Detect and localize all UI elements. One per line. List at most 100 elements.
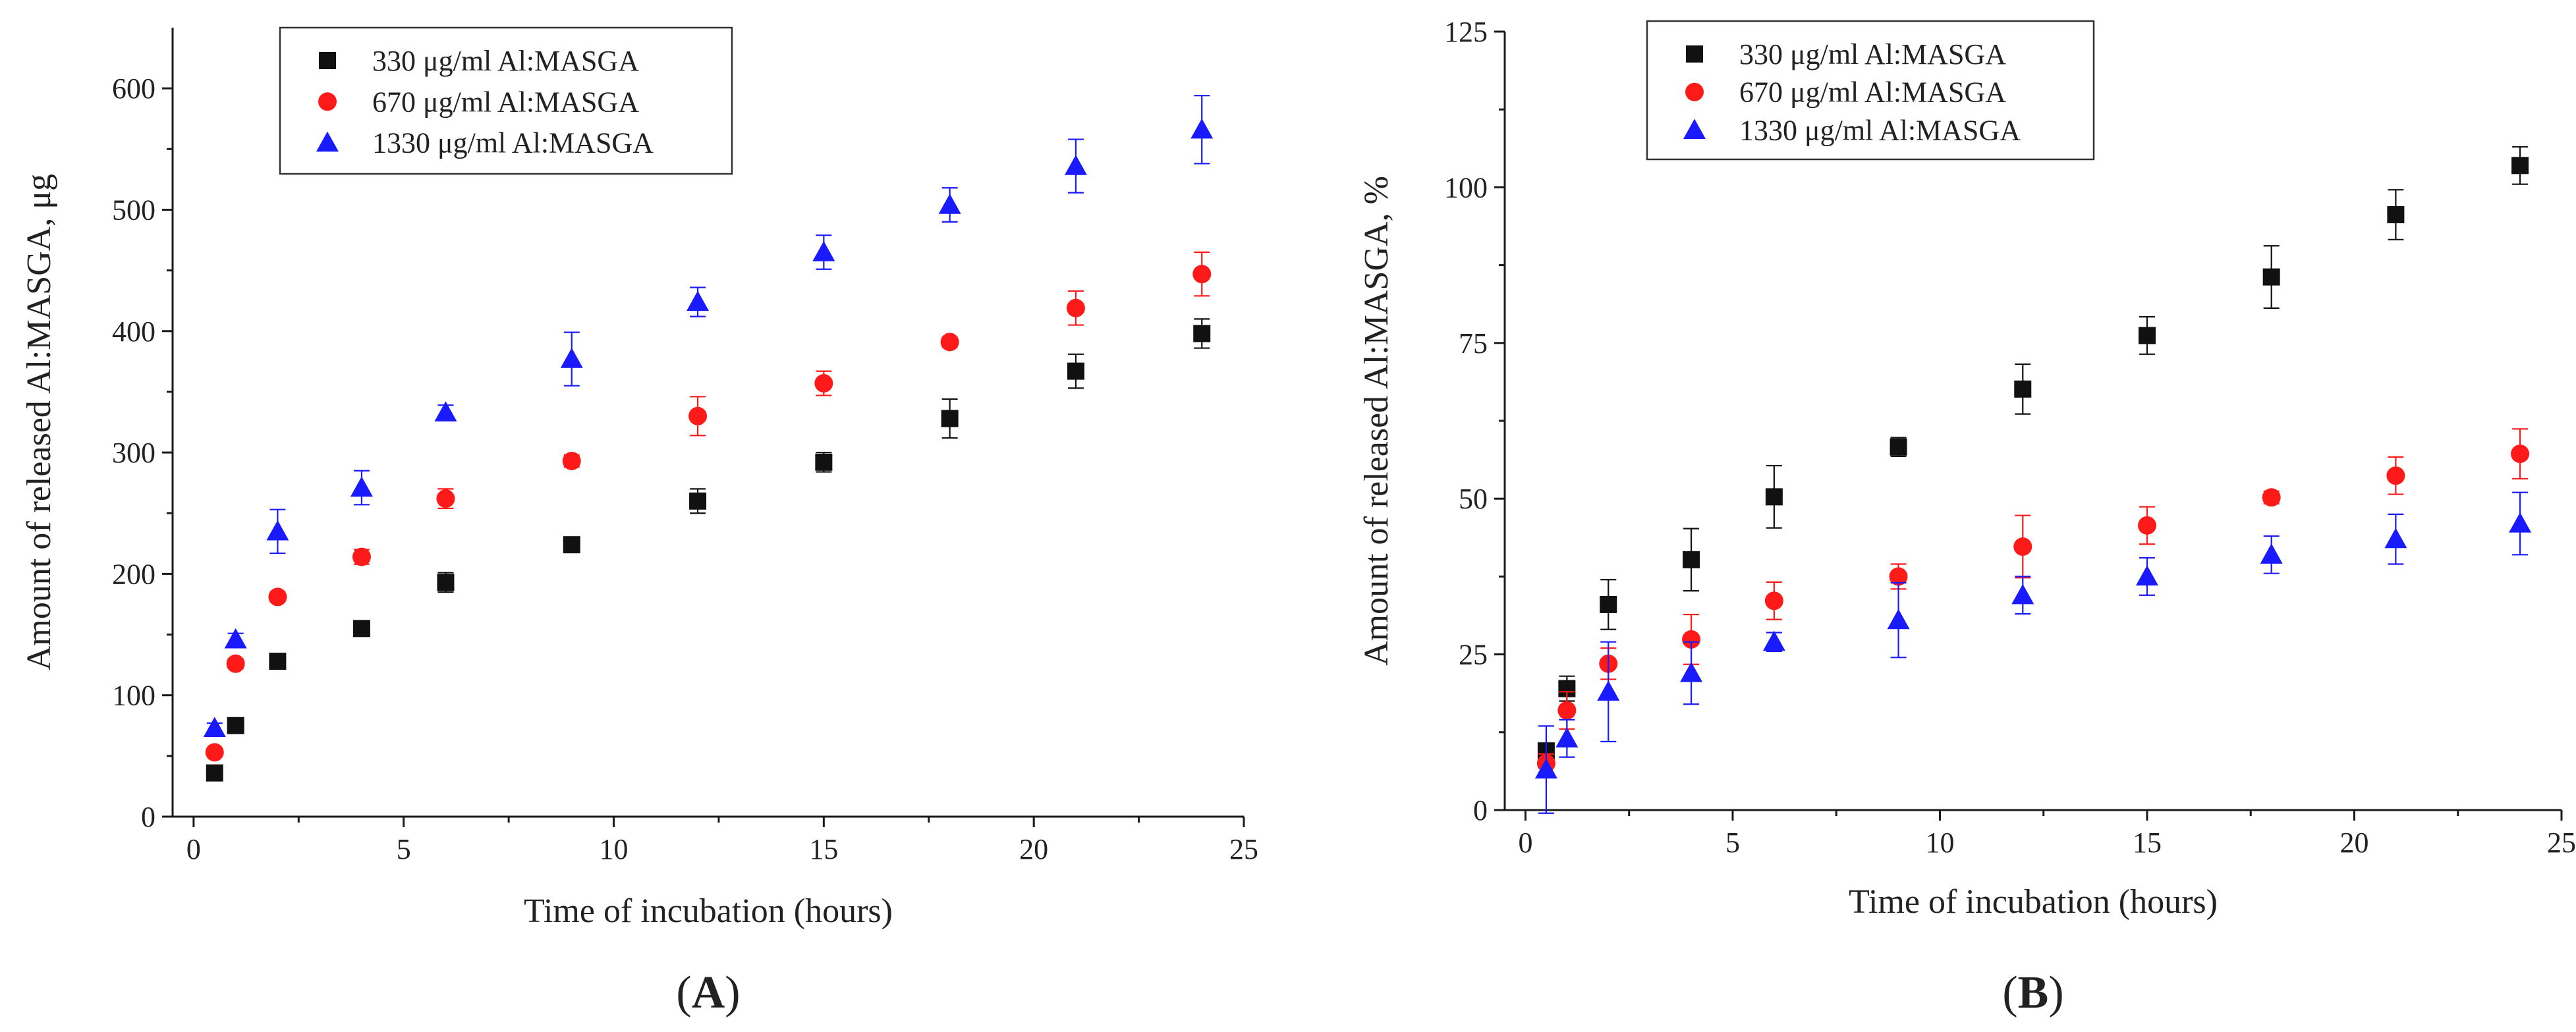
data-point-square [206,764,223,782]
data-point-circle [562,451,581,470]
data-point-circle [2262,488,2281,507]
data-point-triangle [1683,119,1706,139]
panel-paren: ( [676,967,691,1018]
panel-b: 0 25 50 75 100 125 0 5 10 15 20 25 Time of incubatio… [1358,16,2576,1018]
x-tick-label: 15 [2133,827,2162,859]
x-tick-label: 5 [1725,827,1740,859]
data-point-square [437,574,455,591]
legend-frame [279,26,733,175]
data-point-circle [1889,567,1908,586]
y-tick-label: 200 [112,558,155,590]
x-tick-label: 10 [600,833,629,865]
data-point-circle [352,547,371,566]
series-circle [1536,428,2530,774]
series-square [1537,146,2529,760]
data-point-circle [1066,298,1085,317]
legend-label: 1330 μg/ml Al:MASGA [372,127,654,159]
y-tick-label: 600 [112,72,155,105]
data-point-square [1193,325,1211,342]
y-tick-label: 100 [1444,171,1488,204]
panel-paren: ) [725,967,740,1018]
data-point-triangle [2011,584,2034,605]
data-point-triangle [2509,512,2532,533]
legend-label: 330 μg/ml Al:MASGA [372,45,639,77]
x-axis-label: Time of incubation (hours) [524,892,893,930]
data-point-square [352,620,370,638]
data-point-circle [226,654,245,673]
data-point-triangle [266,520,289,541]
data-point-square [1683,551,1700,568]
panel-paren: ( [2002,967,2017,1018]
data-point-circle [318,92,337,111]
x-tick-label: 10 [1925,827,1954,859]
legend: 330 μg/ml Al:MASGA 670 μg/ml Al:MASGA 1330… [279,26,733,175]
x-tick-label: 20 [2339,827,2368,859]
data-point-circle [2013,537,2032,557]
data-point-triangle [2260,543,2283,564]
data-point-circle [2386,466,2405,485]
data-point-square [1890,438,1907,456]
data-point-triangle [1555,727,1579,747]
y-axis-label: Amount of released Al:MASGA, μg [20,174,58,670]
x-tick-label: 15 [809,833,838,865]
legend-label: 670 μg/ml Al:MASGA [372,86,639,118]
series-triangle [1534,491,2532,814]
legend-label: 330 μg/ml Al:MASGA [1739,38,2006,70]
series-square [206,318,1211,782]
data-point-circle [436,489,455,508]
legend: 330 μg/ml Al:MASGA 670 μg/ml Al:MASGA 1330… [1646,20,2095,161]
data-point-square [2387,206,2405,224]
legend-label: 670 μg/ml Al:MASGA [1739,76,2006,109]
y-axis-label: Amount of released Al:MASGA, % [1358,176,1395,666]
data-point-circle [2511,445,2530,464]
legend-frame [1646,20,2095,161]
data-point-triangle [686,290,710,312]
data-point-circle [688,406,708,425]
data-point-square [2511,157,2529,175]
data-point-triangle [224,628,247,649]
y-tick-label: 125 [1444,16,1488,48]
data-point-triangle [1887,609,1910,630]
data-point-circle [268,587,287,607]
y-tick-label: 400 [112,315,155,348]
data-point-triangle [316,131,339,152]
series-triangle [203,95,1214,738]
data-point-triangle [2135,565,2158,585]
data-point-triangle [1597,680,1620,701]
data-point-square [1765,488,1783,506]
data-point-square [1600,595,1617,613]
data-point-square [2014,380,2032,398]
data-point-circle [1682,630,1701,649]
data-point-square [563,536,580,554]
data-point-triangle [1534,758,1557,779]
y-tick-label: 500 [112,194,155,226]
data-point-square [1686,45,1703,63]
y-tick-label: 75 [1459,327,1488,360]
data-point-triangle [812,240,835,261]
data-point-circle [1685,82,1704,101]
x-tick-label: 5 [397,833,411,865]
series-circle [205,251,1212,762]
data-point-triangle [2384,528,2407,549]
panel-label: (B) [2002,967,2063,1018]
data-point-circle [1192,265,1212,284]
y-tick-label: 25 [1459,639,1488,671]
data-point-square [689,492,707,510]
data-point-circle [1764,591,1783,611]
data-point-circle [205,743,224,762]
y-tick-label: 100 [112,680,155,712]
legend-label: 1330 μg/ml Al:MASGA [1739,114,2021,146]
y-tick-label: 0 [1473,794,1488,827]
data-point-square [269,653,287,670]
panel-label: (A) [676,967,740,1018]
data-point-square [815,453,833,471]
panel-letter: B [2018,967,2049,1018]
data-point-square [227,717,244,734]
data-point-circle [940,333,959,352]
data-point-square [941,410,959,427]
y-tick-label: 300 [112,437,155,469]
data-point-square [2262,268,2280,286]
x-axis-label: Time of incubation (hours) [1849,883,2218,921]
data-point-triangle [1762,630,1785,651]
data-point-square [319,52,336,69]
